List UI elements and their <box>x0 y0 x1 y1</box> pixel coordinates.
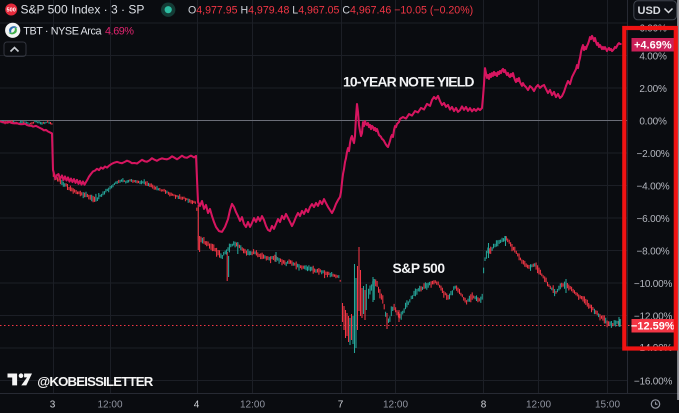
svg-text:O4,977.95 H4,979.48 L4,967.05: O4,977.95 H4,979.48 L4,967.05 C4,967.46 … <box>188 5 473 17</box>
svg-text:12:00: 12:00 <box>526 400 551 411</box>
svg-text:TBT · NYSE Arca: TBT · NYSE Arca <box>23 25 101 37</box>
svg-text:4.00%: 4.00% <box>639 52 667 63</box>
svg-text:S&P 500 Index · 3 · SP: S&P 500 Index · 3 · SP <box>21 3 145 17</box>
svg-text:USD: USD <box>638 5 661 17</box>
svg-text:−6.00%: −6.00% <box>637 214 670 225</box>
svg-text:500: 500 <box>7 8 16 14</box>
svg-text:12:00: 12:00 <box>240 400 265 411</box>
svg-text:12:00: 12:00 <box>383 400 408 411</box>
svg-text:3: 3 <box>50 400 56 411</box>
svg-text:@KOBEISSILETTER: @KOBEISSILETTER <box>37 374 153 389</box>
svg-text:−4.00%: −4.00% <box>637 182 670 193</box>
svg-text:0.00%: 0.00% <box>639 117 667 128</box>
svg-text:−12.00%: −12.00% <box>634 312 673 323</box>
svg-text:8: 8 <box>481 400 487 411</box>
svg-text:12:00: 12:00 <box>97 400 122 411</box>
svg-text:10-YEAR NOTE YIELD: 10-YEAR NOTE YIELD <box>343 74 474 90</box>
svg-text:7: 7 <box>338 400 344 411</box>
svg-text:−2.00%: −2.00% <box>637 149 670 160</box>
svg-text:15:00: 15:00 <box>595 400 620 411</box>
svg-text:−8.00%: −8.00% <box>637 247 670 258</box>
svg-text:+4.69%: +4.69% <box>634 40 672 52</box>
svg-text:−16.00%: −16.00% <box>634 377 673 388</box>
svg-text:2.00%: 2.00% <box>639 84 667 95</box>
svg-text:S&P 500: S&P 500 <box>393 261 446 276</box>
svg-text:4: 4 <box>194 400 200 411</box>
svg-text:−12.59%: −12.59% <box>631 321 675 333</box>
svg-text:4.69%: 4.69% <box>105 25 134 37</box>
svg-text:−10.00%: −10.00% <box>634 279 673 290</box>
